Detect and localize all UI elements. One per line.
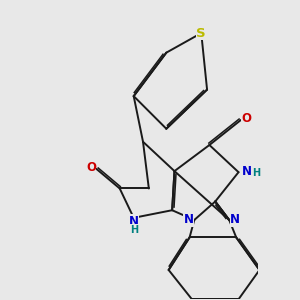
Text: H: H [130,224,138,235]
Text: N: N [230,214,240,226]
Text: O: O [242,112,251,125]
Text: S: S [196,27,206,40]
Text: O: O [86,161,96,174]
Text: H: H [252,168,260,178]
Text: N: N [129,215,139,228]
Text: N: N [184,214,194,226]
Text: N: N [242,165,252,178]
